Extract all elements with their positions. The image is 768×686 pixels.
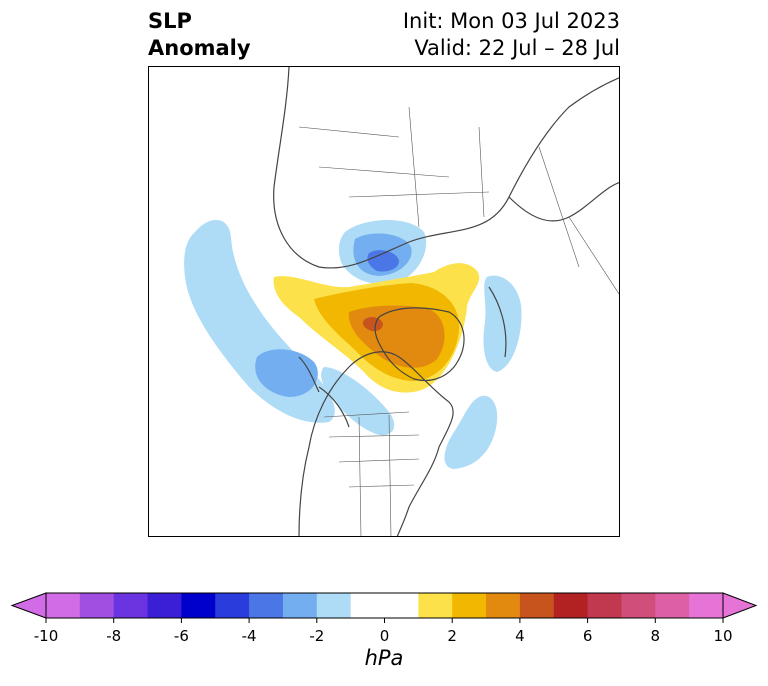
colorbar-tick-label: 10 bbox=[713, 627, 732, 645]
colorbar-swatch bbox=[147, 593, 182, 618]
colorbar-tick-label: 0 bbox=[380, 627, 390, 645]
colorbar-swatch bbox=[249, 593, 284, 618]
colorbar-tick-label: -4 bbox=[242, 627, 257, 645]
colorbar-swatch bbox=[486, 593, 521, 618]
colorbar-tick-label: 2 bbox=[447, 627, 457, 645]
colorbar-over-arrow bbox=[722, 592, 758, 619]
forecast-dates: Init: Mon 03 Jul 2023 Valid: 22 Jul – 28… bbox=[403, 8, 620, 62]
colorbar-swatch bbox=[452, 593, 487, 618]
colorbar-swatch bbox=[689, 593, 724, 618]
political-borders bbox=[298, 106, 619, 536]
slp-anomaly-map bbox=[184, 67, 619, 536]
anomaly-region-neg-siberia-core bbox=[367, 250, 399, 272]
colorbar-swatch bbox=[655, 593, 690, 618]
colorbar-swatch bbox=[587, 593, 622, 618]
colorbar-unit-label: hPa bbox=[364, 646, 404, 670]
colorbar-tick-label: -10 bbox=[34, 627, 59, 645]
colorbar: -10 -8 -6 -4 -2 0 2 4 6 8 10 bbox=[10, 592, 758, 645]
colorbar-swatch bbox=[621, 593, 656, 618]
colorbar-swatch bbox=[181, 593, 216, 618]
anomaly-region-neg-scandinavia bbox=[483, 275, 522, 372]
colorbar-swatch bbox=[113, 593, 149, 618]
colorbar-swatch bbox=[384, 593, 419, 618]
title-variable: SLP bbox=[148, 9, 192, 33]
coastlines bbox=[273, 67, 619, 536]
colorbar-swatch bbox=[553, 593, 589, 618]
colorbar-swatch bbox=[46, 593, 81, 618]
colorbar-swatch bbox=[316, 593, 352, 618]
colorbar-swatch bbox=[282, 593, 318, 618]
colorbar-swatch bbox=[79, 593, 115, 618]
colorbar-tick-label: -2 bbox=[309, 627, 324, 645]
anomaly-region-neg-atlantic bbox=[444, 395, 498, 469]
colorbar-tick-label: 8 bbox=[651, 627, 661, 645]
colorbar-swatch bbox=[418, 593, 453, 618]
valid-period: Valid: 22 Jul – 28 Jul bbox=[414, 36, 620, 60]
anomaly-region-pos-arctic-peak bbox=[362, 316, 383, 332]
polar-map-panel bbox=[148, 66, 620, 537]
colorbar-swatch bbox=[519, 593, 555, 618]
colorbar-under-arrow bbox=[10, 592, 47, 619]
colorbar-tick-label: 6 bbox=[583, 627, 593, 645]
init-date: Init: Mon 03 Jul 2023 bbox=[402, 9, 620, 33]
colorbar-tick-label: 4 bbox=[515, 627, 525, 645]
title-field-type: Anomaly bbox=[148, 36, 251, 60]
colorbar-tick-label: -8 bbox=[106, 627, 121, 645]
colorbar-swatch bbox=[350, 593, 385, 618]
anomaly-region-neg-canada bbox=[321, 367, 395, 436]
colorbar-tick-label: -6 bbox=[174, 627, 189, 645]
map-title: SLP Anomaly bbox=[148, 8, 251, 62]
colorbar-swatch bbox=[215, 593, 250, 618]
